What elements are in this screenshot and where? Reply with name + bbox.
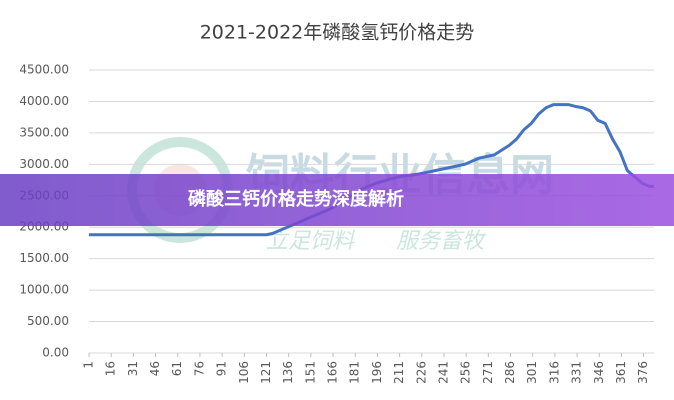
x-tick-label: 181	[348, 361, 362, 384]
banner	[0, 174, 674, 226]
x-tick-label: 91	[215, 361, 229, 376]
watermark-slogan: 服务畜牧	[396, 229, 487, 254]
x-tick-label: 211	[392, 361, 406, 384]
x-tick-label: 46	[148, 361, 162, 376]
x-tick-label: 286	[503, 361, 517, 384]
x-tick-label: 376	[636, 361, 650, 384]
x-tick-label: 316	[547, 361, 561, 384]
x-tick-label: 106	[237, 361, 251, 384]
x-tick-label: 151	[303, 361, 317, 384]
x-tick-label: 31	[126, 361, 140, 376]
x-tick-label: 346	[592, 361, 606, 384]
x-tick-label: 16	[104, 361, 118, 376]
x-tick-label: 301	[525, 361, 539, 384]
x-tick-label: 121	[259, 361, 273, 384]
x-tick-label: 241	[436, 361, 450, 384]
x-tick-label: 226	[414, 361, 428, 384]
x-tick-label: 256	[459, 361, 473, 384]
y-tick-label: 3000.00	[19, 157, 69, 171]
banner-title: 磷酸三钙价格走势深度解析	[188, 188, 404, 210]
x-tick-label: 271	[481, 361, 495, 384]
y-tick-label: 1000.00	[19, 283, 69, 297]
x-tick-label: 76	[192, 361, 206, 376]
x-tick-label: 61	[170, 361, 184, 376]
y-tick-label: 1500.00	[19, 251, 69, 265]
x-tick-label: 196	[370, 361, 384, 384]
x-tick-label: 331	[570, 361, 584, 384]
y-tick-label: 500.00	[27, 314, 69, 328]
y-tick-label: 4500.00	[19, 63, 69, 77]
y-tick-label: 3500.00	[19, 125, 69, 139]
chart-title: 2021-2022年磷酸氢钙价格走势	[200, 22, 475, 44]
y-tick-label: 4000.00	[19, 94, 69, 108]
x-tick-label: 136	[281, 361, 295, 384]
watermark-slogan: 立足饲料	[266, 229, 356, 254]
x-tick-label: 166	[326, 361, 340, 384]
x-tick-label: 361	[614, 361, 628, 384]
x-tick-label: 1	[82, 361, 96, 369]
y-tick-label: 0.00	[42, 346, 69, 360]
